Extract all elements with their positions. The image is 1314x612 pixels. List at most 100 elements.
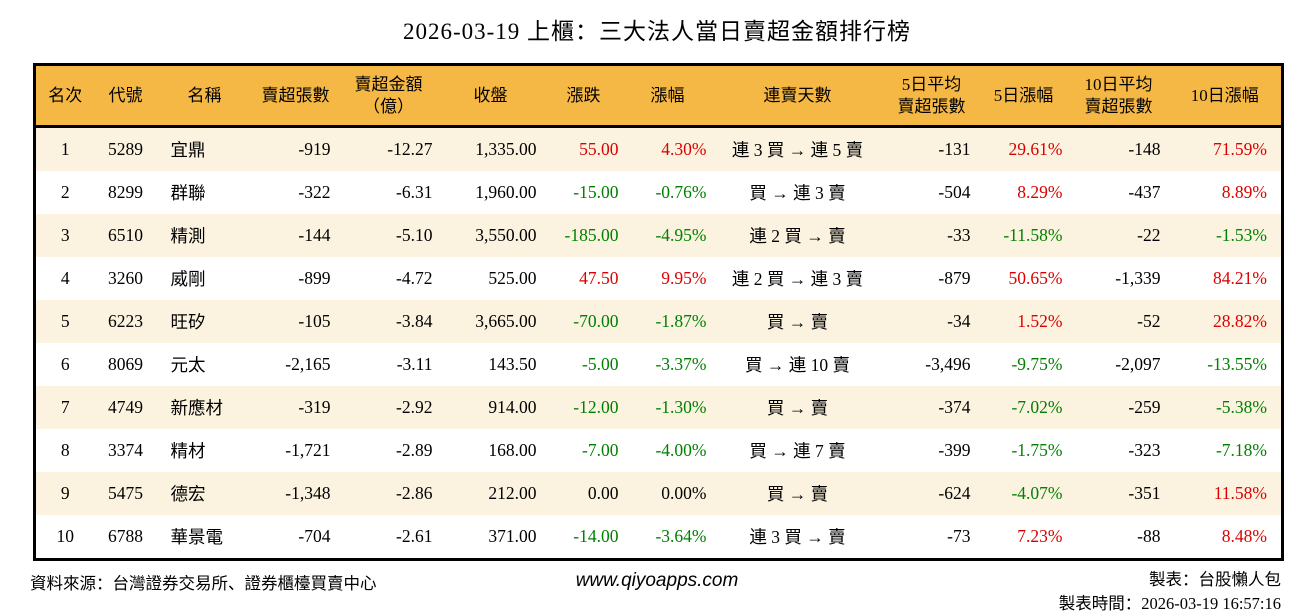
cell-stock-code: 8069 <box>108 354 143 374</box>
cell-close-price: 371.00 <box>488 526 537 546</box>
cell-10day-percent: -13.55% <box>1207 354 1267 374</box>
cell-avg10-volume: -22 <box>1137 225 1161 245</box>
cell-avg10-volume: -88 <box>1137 526 1161 546</box>
cell-stock-name: 元太 <box>170 355 206 375</box>
col-header-streak: 連賣天數 <box>710 64 885 128</box>
cell-price-change: -5.00 <box>582 354 619 374</box>
cell-price-change: 55.00 <box>579 139 619 159</box>
cell-stock-name: 德宏 <box>170 484 206 504</box>
cell-rank: 2 <box>60 182 70 202</box>
cell-10day-percent: 84.21% <box>1213 268 1267 288</box>
cell-change-percent: 9.95% <box>661 268 707 288</box>
table-row: 7 4749 新應材 -319 -2.92 914.00 -12.00 -1.3… <box>34 386 1283 429</box>
cell-sell-amount: -2.61 <box>396 526 433 546</box>
cell-sell-volume: -319 <box>298 397 331 417</box>
cell-streak: 買 → 賣 <box>766 312 829 332</box>
col-header-rank: 名次 <box>34 64 95 128</box>
cell-avg10-volume: -1,339 <box>1115 268 1161 288</box>
cell-streak: 買 → 連 10 賣 <box>745 355 850 375</box>
table-row: 1 5289 宜鼎 -919 -12.27 1,335.00 55.00 4.3… <box>34 126 1283 171</box>
cell-rank: 9 <box>60 483 70 503</box>
cell-avg5-volume: -374 <box>938 397 971 417</box>
cell-price-change: -14.00 <box>573 526 619 546</box>
cell-avg5-volume: -3,496 <box>925 354 971 374</box>
cell-sell-volume: -1,348 <box>285 483 331 503</box>
cell-stock-name: 精材 <box>170 441 206 461</box>
cell-10day-percent: -7.18% <box>1215 440 1267 460</box>
cell-sell-volume: -919 <box>298 139 331 159</box>
table-row: 2 8299 群聯 -322 -6.31 1,960.00 -15.00 -0.… <box>34 171 1283 214</box>
ranking-table: 名次 代號 名稱 賣超張數 賣超金額 （億） 收盤 漲跌 漲幅 連賣天數 5日平均… <box>33 63 1284 561</box>
cell-rank: 1 <box>60 139 70 159</box>
cell-change-percent: -1.87% <box>655 311 707 331</box>
table-header: 名次 代號 名稱 賣超張數 賣超金額 （億） 收盤 漲跌 漲幅 連賣天數 5日平均… <box>34 64 1283 128</box>
cell-5day-percent: -9.75% <box>1011 354 1063 374</box>
cell-streak: 買 → 賣 <box>766 398 829 418</box>
col-header-pct5: 5日漲幅 <box>978 64 1069 128</box>
table-row: 9 5475 德宏 -1,348 -2.86 212.00 0.00 0.00%… <box>34 472 1283 515</box>
table-row: 10 6788 華景電 -704 -2.61 371.00 -14.00 -3.… <box>34 515 1283 560</box>
cell-sell-volume: -144 <box>298 225 331 245</box>
cell-avg5-volume: -879 <box>938 268 971 288</box>
cell-avg5-volume: -504 <box>938 182 971 202</box>
cell-price-change: -7.00 <box>582 440 619 460</box>
cell-price-change: -15.00 <box>573 182 619 202</box>
cell-avg10-volume: -2,097 <box>1115 354 1161 374</box>
cell-change-percent: -3.37% <box>655 354 707 374</box>
cell-rank: 8 <box>60 440 70 460</box>
cell-close-price: 1,335.00 <box>475 139 537 159</box>
cell-5day-percent: -4.07% <box>1011 483 1063 503</box>
cell-avg10-volume: -52 <box>1137 311 1161 331</box>
cell-stock-code: 5475 <box>108 483 143 503</box>
cell-avg5-volume: -131 <box>938 139 971 159</box>
cell-sell-amount: -3.84 <box>396 311 433 331</box>
cell-avg10-volume: -437 <box>1128 182 1161 202</box>
cell-stock-code: 4749 <box>108 397 143 417</box>
cell-avg5-volume: -399 <box>938 440 971 460</box>
cell-rank: 3 <box>60 225 70 245</box>
cell-10day-percent: -1.53% <box>1215 225 1267 245</box>
col-header-pct10: 10日漲幅 <box>1168 64 1283 128</box>
cell-stock-code: 6510 <box>108 225 143 245</box>
cell-change-percent: 0.00% <box>661 483 707 503</box>
cell-price-change: 47.50 <box>579 268 619 288</box>
cell-change-percent: -4.95% <box>655 225 707 245</box>
cell-10day-percent: -5.38% <box>1215 397 1267 417</box>
cell-avg10-volume: -323 <box>1128 440 1161 460</box>
cell-change-percent: -1.30% <box>655 397 707 417</box>
cell-5day-percent: 29.61% <box>1008 139 1063 159</box>
cell-10day-percent: 8.48% <box>1221 526 1267 546</box>
cell-close-price: 143.50 <box>488 354 537 374</box>
cell-5day-percent: 7.23% <box>1017 526 1063 546</box>
cell-stock-code: 3260 <box>108 268 143 288</box>
cell-close-price: 168.00 <box>488 440 537 460</box>
cell-stock-name: 精測 <box>170 226 206 246</box>
cell-close-price: 212.00 <box>488 483 537 503</box>
cell-stock-name: 華景電 <box>170 527 224 547</box>
cell-stock-code: 3374 <box>108 440 143 460</box>
cell-avg5-volume: -624 <box>938 483 971 503</box>
cell-close-price: 3,550.00 <box>475 225 537 245</box>
data-source-note: 資料來源：台灣證券交易所、證券櫃檯買賣中心 <box>30 574 377 593</box>
cell-close-price: 1,960.00 <box>475 182 537 202</box>
col-header-avg10: 10日平均 賣超張數 <box>1068 64 1169 128</box>
cell-rank: 4 <box>60 268 70 288</box>
table-row: 3 6510 精測 -144 -5.10 3,550.00 -185.00 -4… <box>34 214 1283 257</box>
cell-5day-percent: -11.58% <box>1003 225 1063 245</box>
col-header-sell-volume: 賣超張數 <box>252 64 339 128</box>
cell-stock-name: 群聯 <box>170 183 206 203</box>
cell-stock-name: 旺矽 <box>170 312 206 332</box>
cell-sell-volume: -1,721 <box>285 440 331 460</box>
cell-price-change: -185.00 <box>564 225 619 245</box>
cell-stock-code: 6223 <box>108 311 143 331</box>
cell-stock-name: 新應材 <box>170 398 224 418</box>
cell-stock-name: 威剛 <box>170 269 206 289</box>
col-header-avg5: 5日平均 賣超張數 <box>884 64 979 128</box>
cell-sell-amount: -5.10 <box>396 225 433 245</box>
col-header-change: 漲跌 <box>542 64 625 128</box>
cell-sell-volume: -105 <box>298 311 331 331</box>
cell-close-price: 914.00 <box>488 397 537 417</box>
cell-streak: 買 → 賣 <box>766 484 829 504</box>
cell-rank: 10 <box>56 526 75 546</box>
col-header-close: 收盤 <box>438 64 543 128</box>
